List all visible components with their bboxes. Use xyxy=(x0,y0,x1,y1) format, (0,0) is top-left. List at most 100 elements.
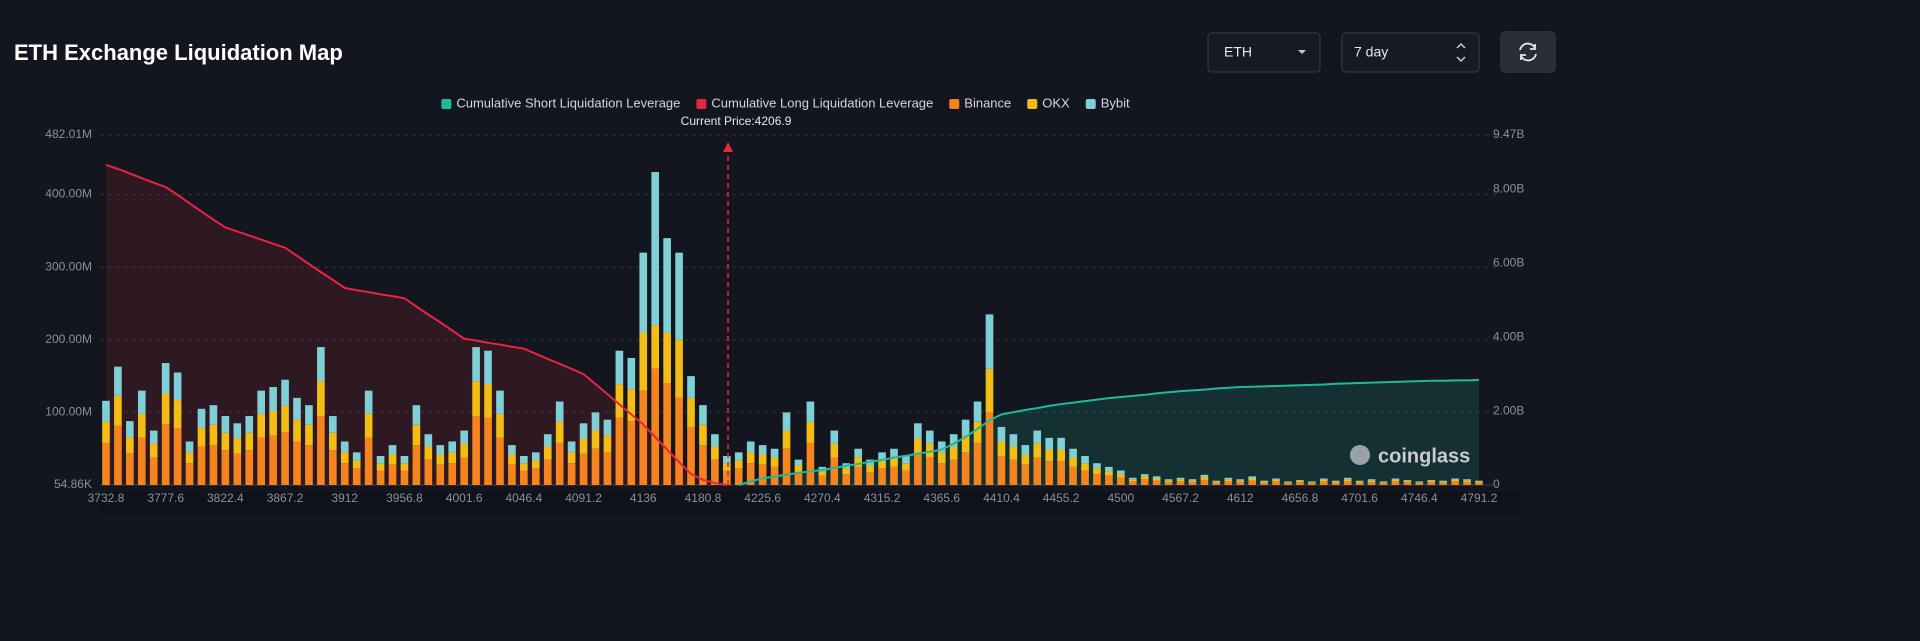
bar-segment xyxy=(472,381,480,417)
bar-segment xyxy=(1248,480,1256,485)
bar-segment xyxy=(1045,449,1054,462)
x-tick-label: 4046.4 xyxy=(506,491,543,505)
refresh-button[interactable] xyxy=(1500,31,1556,73)
bar-segment xyxy=(949,446,958,460)
bar-segment xyxy=(269,410,277,436)
bar-segment xyxy=(364,413,373,438)
bar-segment xyxy=(699,424,707,446)
bar-segment xyxy=(687,397,695,427)
asset-select-box[interactable] xyxy=(1207,32,1321,73)
bar-segment xyxy=(1379,481,1388,483)
bar-segment xyxy=(1355,482,1364,485)
bar-segment xyxy=(1200,474,1209,478)
bar-segment xyxy=(794,471,803,485)
bar-segment xyxy=(149,430,158,444)
bar-segment xyxy=(137,413,146,438)
y-tick-label: 54.86K xyxy=(54,477,92,491)
bar-segment xyxy=(567,441,576,453)
bar-segment xyxy=(1128,477,1137,480)
bar-segment xyxy=(902,455,910,464)
bar-segment xyxy=(627,357,636,390)
bar-segment xyxy=(603,419,612,436)
bar-segment xyxy=(1081,463,1089,471)
bar-segment xyxy=(269,435,277,485)
bar-segment xyxy=(854,466,862,485)
bar-segment xyxy=(102,442,110,485)
bar-segment xyxy=(233,453,242,485)
bar-segment xyxy=(209,424,218,446)
bar-segment xyxy=(1475,480,1483,482)
bar-segment xyxy=(1439,481,1448,483)
bar-segment xyxy=(436,464,445,485)
bar-segment xyxy=(806,421,815,443)
bar-segment xyxy=(1152,480,1161,485)
bar-segment xyxy=(723,455,731,464)
bar-segment xyxy=(257,437,266,485)
bar-segment xyxy=(161,363,170,394)
period-select-box[interactable] xyxy=(1341,32,1480,73)
bar-segment xyxy=(245,432,254,451)
bar-segment xyxy=(1379,482,1388,485)
bar-segment xyxy=(1272,481,1280,485)
bar-segment xyxy=(496,390,504,414)
bar-segment xyxy=(997,426,1006,442)
bar-segment xyxy=(1451,478,1459,480)
x-tick-label: 4791.2 xyxy=(1461,491,1498,505)
x-tick-label: 4136 xyxy=(630,491,657,505)
bar-segment xyxy=(376,463,385,471)
bar-segment xyxy=(137,437,146,485)
period-select-label[interactable]: 7 day xyxy=(1354,44,1388,60)
bar-segment xyxy=(914,423,922,439)
bar-segment xyxy=(400,455,409,464)
bar-segment xyxy=(245,416,254,433)
bar-segment xyxy=(723,463,731,471)
bar-segment xyxy=(1081,455,1089,464)
line xyxy=(738,379,1480,486)
bar-segment xyxy=(1355,480,1364,482)
bar-segment xyxy=(1415,482,1424,483)
bar-segment xyxy=(412,424,421,446)
bar-segment xyxy=(627,421,636,485)
bar-segment xyxy=(185,463,194,485)
x-tick-label: 3777.6 xyxy=(147,491,184,505)
bar-segment xyxy=(615,417,624,485)
bar-segment xyxy=(1117,470,1125,475)
bar-segment xyxy=(388,464,397,485)
bar-segment xyxy=(173,372,182,401)
bar-segment xyxy=(1296,482,1304,485)
y2-tick-label: 6.00B xyxy=(1493,255,1524,269)
bar-segment xyxy=(651,325,660,369)
bar-segment xyxy=(1224,481,1233,485)
bar-segment xyxy=(1188,480,1197,483)
area-fill xyxy=(738,380,1480,485)
period-select[interactable]: 7 day xyxy=(1341,32,1480,73)
legend-swatch xyxy=(1085,99,1096,109)
bar-segment xyxy=(1308,482,1316,485)
bar-segment xyxy=(567,452,576,464)
bar-segment xyxy=(102,421,110,443)
bar-segment xyxy=(1057,461,1065,485)
bar-segment xyxy=(185,441,194,453)
bar-segment xyxy=(436,454,445,465)
bar-segment xyxy=(651,368,660,485)
y2-tick-label: 0 xyxy=(1493,477,1500,491)
asset-select[interactable]: ETH xyxy=(1207,32,1321,73)
x-tick-label: 4500 xyxy=(1107,491,1134,505)
bar-segment xyxy=(161,424,170,485)
legend-swatch xyxy=(949,99,960,109)
x-tick-label: 4365.6 xyxy=(923,491,960,505)
bar-segment xyxy=(1033,457,1042,485)
bar-segment xyxy=(961,452,970,485)
bar-segment xyxy=(782,448,791,485)
bar-segment xyxy=(1391,479,1400,482)
bar-segment xyxy=(126,453,134,485)
chart-title: ETH Exchange Liquidation Map xyxy=(14,40,343,65)
bar-segment xyxy=(1236,482,1245,485)
bar-segment xyxy=(1391,478,1400,480)
bar-segment xyxy=(687,376,695,398)
bar-segment xyxy=(961,419,970,436)
bar-segment xyxy=(352,452,361,461)
asset-select-label[interactable]: ETH xyxy=(1224,44,1252,60)
refresh-button-box[interactable] xyxy=(1500,31,1556,73)
bar-segment xyxy=(221,450,230,485)
